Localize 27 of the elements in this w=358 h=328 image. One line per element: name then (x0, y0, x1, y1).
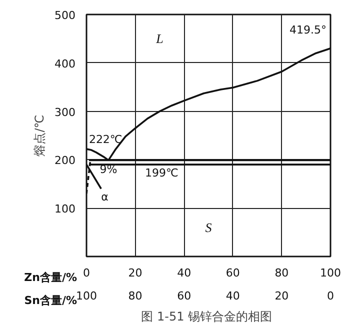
y-tick-label: 100 (54, 202, 76, 216)
x2-axis-title: Sn含量/% (24, 293, 77, 309)
annotation: 222℃ (88, 133, 122, 146)
x-axis-title: Zn含量/% (24, 270, 77, 286)
x-tick-label: 20 (128, 266, 142, 280)
x2-tick-label: 0 (327, 290, 334, 302)
x2-tick-label: 20 (274, 290, 289, 302)
x2-tick-label: 40 (226, 290, 240, 302)
annotation: 199℃ (145, 166, 178, 180)
y-tick-label: 300 (54, 106, 76, 119)
y-tick-label: 500 (54, 9, 76, 22)
x-tick-label: 60 (226, 266, 240, 280)
y-axis-title: 熔点/℃ (32, 114, 47, 156)
x-tick-label: 80 (274, 266, 289, 280)
annotation: S (205, 220, 212, 235)
x2-tick-label: 100 (76, 290, 97, 302)
annotation: L (155, 31, 164, 46)
x-tick-label: 100 (320, 266, 341, 280)
annotation: 419.5° (290, 23, 327, 36)
x-tick-label: 40 (177, 266, 192, 280)
x2-tick-label: 80 (128, 290, 142, 302)
text: 图 1-51 锡锌合金的相图 (141, 310, 272, 324)
y-tick-label: 400 (54, 57, 76, 70)
x-tick-label: 0 (83, 266, 90, 280)
y-tick-label: 200 (54, 154, 76, 168)
annotation: α (101, 190, 108, 204)
x2-tick-label: 60 (177, 290, 192, 302)
